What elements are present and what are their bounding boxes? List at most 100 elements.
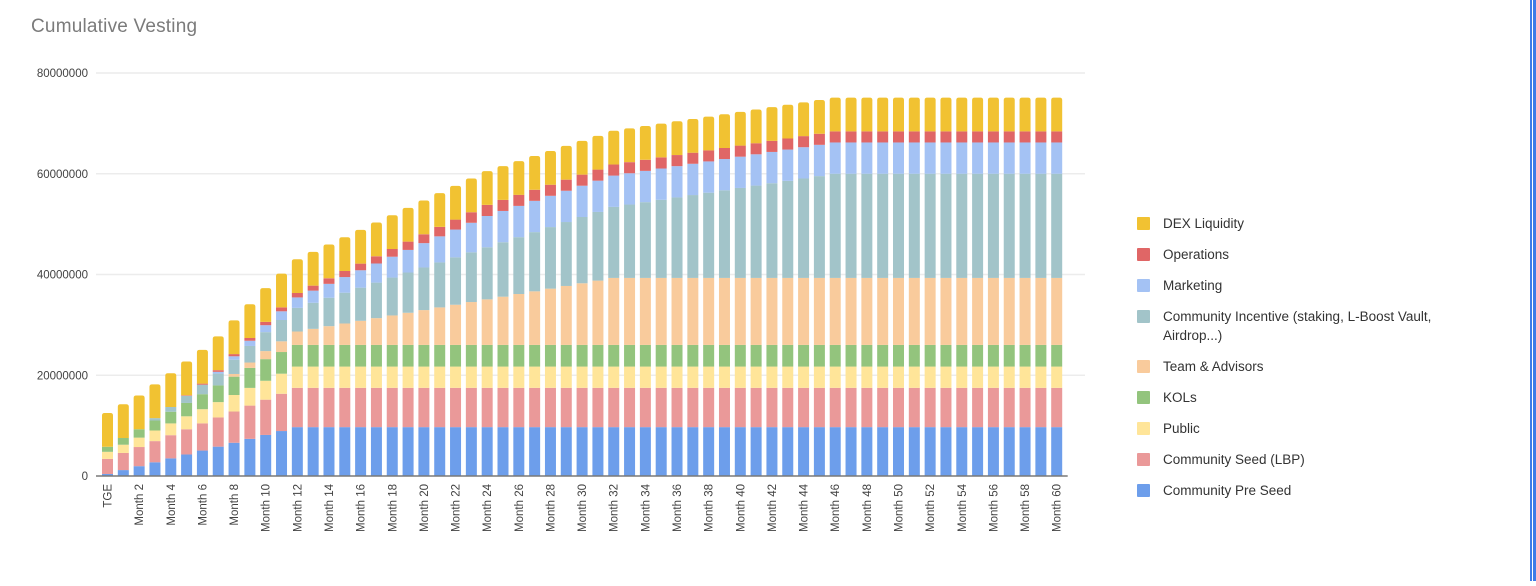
bar-segment[interactable] — [276, 273, 288, 308]
bar-month-10[interactable] — [260, 288, 272, 476]
bar-month-4[interactable] — [165, 373, 177, 476]
bar-segment[interactable] — [212, 371, 224, 374]
bar-segment[interactable] — [639, 277, 651, 345]
legend-item-kols[interactable]: KOLs — [1137, 388, 1469, 407]
bar-segment[interactable] — [987, 387, 999, 428]
bar-segment[interactable] — [339, 323, 351, 345]
bar-segment[interactable] — [212, 370, 224, 372]
bar-segment[interactable] — [355, 366, 367, 388]
bar-segment[interactable] — [813, 133, 825, 145]
bar-segment[interactable] — [544, 344, 556, 367]
bar-segment[interactable] — [956, 427, 968, 476]
bar-segment[interactable] — [386, 248, 398, 257]
bar-segment[interactable] — [418, 387, 430, 428]
bar-segment[interactable] — [1003, 427, 1015, 476]
bar-segment[interactable] — [703, 161, 715, 193]
bar-segment[interactable] — [766, 183, 778, 278]
bar-segment[interactable] — [845, 344, 857, 367]
bar-segment[interactable] — [861, 97, 873, 132]
bar-segment[interactable] — [956, 131, 968, 143]
legend-item-dex-liquidity[interactable]: DEX Liquidity — [1137, 214, 1469, 233]
bar-segment[interactable] — [481, 427, 493, 476]
bar-segment[interactable] — [228, 376, 240, 395]
bar-segment[interactable] — [418, 267, 430, 311]
bar-segment[interactable] — [624, 204, 636, 278]
bar-segment[interactable] — [750, 366, 762, 388]
bar-segment[interactable] — [671, 166, 683, 198]
bar-segment[interactable] — [592, 344, 604, 367]
bar-segment[interactable] — [671, 427, 683, 476]
bar-segment[interactable] — [196, 450, 208, 476]
bar-segment[interactable] — [497, 242, 509, 297]
bar-segment[interactable] — [782, 344, 794, 367]
bar-segment[interactable] — [718, 190, 730, 278]
bar-segment[interactable] — [592, 366, 604, 388]
bar-segment[interactable] — [798, 147, 810, 179]
bar-segment[interactable] — [560, 366, 572, 388]
bar-segment[interactable] — [893, 142, 904, 174]
bar-month-39[interactable] — [718, 114, 730, 476]
bar-segment[interactable] — [355, 387, 367, 428]
bar-segment[interactable] — [260, 288, 272, 322]
bar-segment[interactable] — [972, 131, 984, 143]
bar-segment[interactable] — [861, 427, 873, 476]
bar-month-27[interactable] — [529, 156, 541, 476]
bar-segment[interactable] — [908, 387, 920, 428]
bar-segment[interactable] — [750, 143, 762, 155]
bar-segment[interactable] — [624, 427, 636, 476]
bar-segment[interactable] — [260, 380, 272, 400]
bar-segment[interactable] — [624, 173, 636, 205]
bar-month-24[interactable] — [481, 171, 493, 476]
bar-segment[interactable] — [1019, 387, 1031, 428]
bar-segment[interactable] — [228, 320, 240, 355]
bar-month-2[interactable] — [133, 395, 145, 476]
bar-segment[interactable] — [339, 237, 351, 271]
bar-segment[interactable] — [355, 229, 367, 264]
bar-segment[interactable] — [687, 387, 699, 428]
bar-segment[interactable] — [956, 97, 968, 132]
bar-segment[interactable] — [734, 187, 746, 278]
bar-segment[interactable] — [260, 325, 272, 333]
legend-item-public[interactable]: Public — [1137, 419, 1469, 438]
bar-segment[interactable] — [845, 366, 857, 388]
bar-segment[interactable] — [782, 149, 794, 181]
bar-segment[interactable] — [734, 156, 746, 188]
bar-segment[interactable] — [877, 344, 889, 367]
bar-segment[interactable] — [1051, 366, 1063, 388]
bar-segment[interactable] — [1019, 173, 1031, 278]
bar-segment[interactable] — [339, 292, 351, 324]
bar-month-22[interactable] — [450, 185, 462, 476]
bar-segment[interactable] — [196, 423, 208, 451]
bar-segment[interactable] — [655, 387, 667, 428]
bar-month-41[interactable] — [750, 109, 762, 476]
bar-segment[interactable] — [212, 446, 224, 476]
bar-segment[interactable] — [908, 427, 920, 476]
bar-month-5[interactable] — [181, 361, 193, 476]
bar-segment[interactable] — [465, 252, 477, 303]
bar-segment[interactable] — [307, 387, 319, 428]
bar-segment[interactable] — [418, 366, 430, 388]
bar-segment[interactable] — [544, 184, 556, 196]
bar-segment[interactable] — [813, 277, 825, 345]
bar-segment[interactable] — [687, 195, 699, 278]
bar-segment[interactable] — [908, 366, 920, 388]
bar-segment[interactable] — [291, 307, 303, 332]
bar-segment[interactable] — [734, 344, 746, 367]
bar-segment[interactable] — [1019, 277, 1031, 345]
bar-segment[interactable] — [782, 138, 794, 150]
bar-segment[interactable] — [276, 311, 288, 320]
bar-segment[interactable] — [734, 277, 746, 345]
bar-segment[interactable] — [513, 294, 525, 345]
bar-month-49[interactable] — [877, 97, 889, 476]
bar-month-54[interactable] — [956, 97, 968, 476]
bar-month-53[interactable] — [940, 97, 952, 476]
bar-segment[interactable] — [339, 387, 351, 428]
bar-segment[interactable] — [450, 229, 462, 258]
bar-segment[interactable] — [402, 387, 414, 428]
bar-segment[interactable] — [291, 387, 303, 428]
bar-segment[interactable] — [766, 387, 778, 428]
bar-segment[interactable] — [465, 178, 477, 213]
bar-month-16[interactable] — [355, 229, 367, 476]
bar-segment[interactable] — [307, 290, 319, 303]
bar-segment[interactable] — [117, 470, 129, 476]
